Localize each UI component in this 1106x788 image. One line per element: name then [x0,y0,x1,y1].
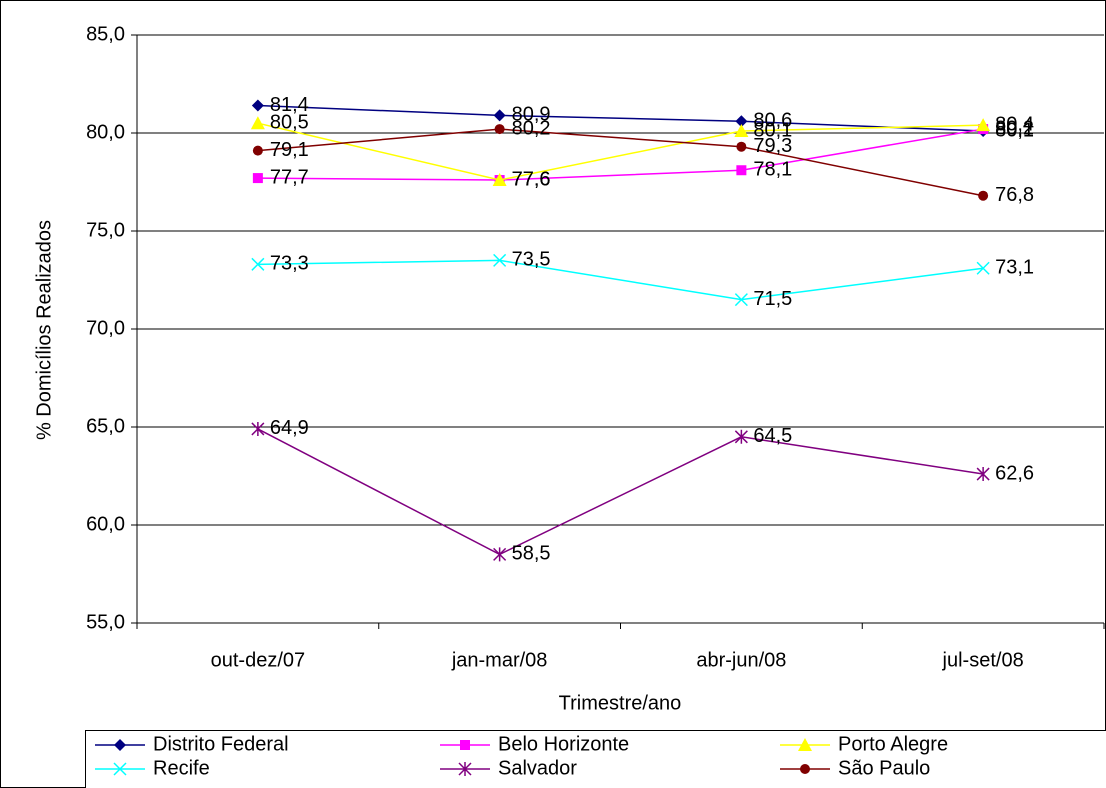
x-tick-label: jan-mar/08 [451,649,548,671]
legend-marker [458,762,472,776]
marker [492,173,507,187]
y-tick-label: 55,0 [86,611,125,633]
marker [734,293,748,307]
legend-label: Porto Alegre [838,733,948,755]
data-label: 64,9 [270,417,309,439]
data-label: 73,1 [995,257,1034,279]
y-tick-label: 85,0 [86,23,125,45]
y-tick-label: 80,0 [86,121,125,143]
marker [976,261,990,275]
data-label: 80,9 [512,104,551,126]
data-label: 79,3 [753,135,792,157]
data-label: 80,5 [270,111,309,133]
legend-label: Recife [153,757,210,779]
data-label: 71,5 [753,288,792,310]
legend-label: Salvador [498,757,577,779]
marker [493,253,507,267]
legend-marker [114,739,126,751]
legend-marker [798,738,812,751]
series-line [257,128,984,197]
legend-label: Distrito Federal [153,733,289,755]
data-label: 64,5 [753,425,792,447]
legend-label: Belo Horizonte [498,733,629,755]
marker [250,116,265,130]
data-label: 80,1 [753,119,792,141]
data-label: 77,6 [512,168,551,190]
x-tick-label: out-dez/07 [211,649,306,671]
data-label: 80,4 [995,113,1034,135]
data-label: 77,6 [512,168,551,190]
marker [736,165,747,176]
data-label: 80,6 [753,110,792,132]
x-tick-label: abr-jun/08 [696,649,786,671]
y-axis-label: % Domicílios Realizados [33,220,55,440]
legend-box [85,730,1106,788]
marker [252,145,263,156]
series-line [257,428,984,556]
series-line [257,259,984,301]
marker [736,141,747,152]
marker [734,429,748,444]
legend-marker [460,740,470,750]
marker [251,99,264,112]
y-tick-label: 60,0 [86,513,125,535]
marker [978,190,989,201]
y-tick-label: 65,0 [86,415,125,437]
legend-marker [800,764,810,774]
data-label: 73,3 [270,253,309,275]
data-label: 79,1 [270,139,309,161]
marker [251,421,265,436]
series-line [257,104,984,132]
marker [976,118,991,132]
marker [734,124,749,138]
data-label: 78,1 [753,159,792,181]
marker [252,173,263,184]
data-label: 80,2 [995,117,1034,139]
marker [493,547,507,562]
legend-marker [113,762,127,776]
x-tick-label: jul-set/08 [942,649,1024,671]
marker [494,124,505,135]
data-label: 62,6 [995,462,1034,484]
y-tick-label: 70,0 [86,317,125,339]
marker [976,467,990,482]
marker [493,109,506,122]
marker [251,257,265,271]
x-axis-label: Trimestre/ano [559,692,682,714]
data-label: 80,2 [512,117,551,139]
data-label: 80,1 [995,119,1034,141]
data-label: 76,8 [995,184,1034,206]
series-line [257,122,984,181]
legend-label: São Paulo [838,757,930,779]
y-tick-label: 75,0 [86,219,125,241]
data-label: 58,5 [512,543,551,565]
data-label: 81,4 [270,94,309,116]
marker [735,115,748,128]
data-label: 77,7 [270,166,309,188]
series-line [257,128,984,181]
data-label: 73,5 [512,249,551,271]
